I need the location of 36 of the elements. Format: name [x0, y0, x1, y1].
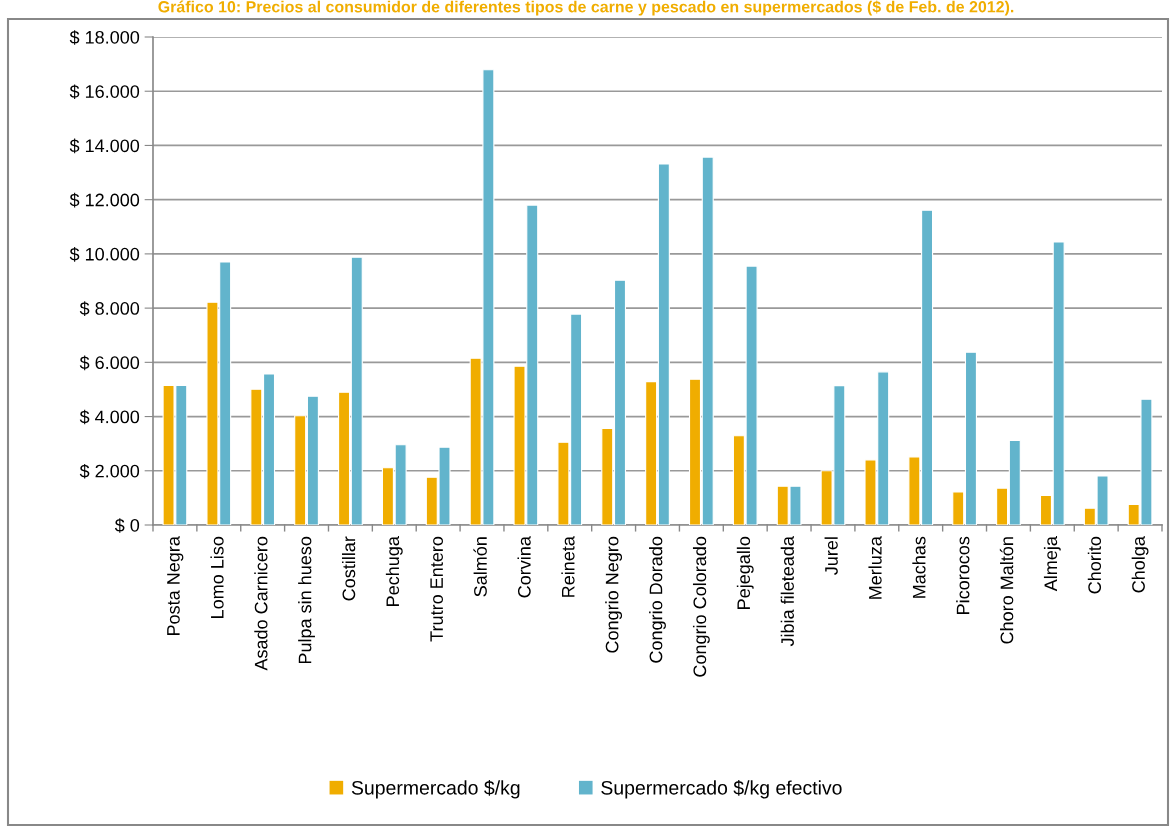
x-tick-label: Posta Negra: [167, 536, 184, 635]
x-tick-label: Cholga: [1131, 536, 1149, 593]
x-tick-label: Jibia fileteada: [780, 536, 794, 647]
x-tick-label: Reineta: [561, 536, 575, 597]
x-tick-label: Trutro Entero: [430, 536, 443, 642]
x-tick-label: Asado Carnicero: [254, 536, 268, 671]
x-tick-label: Pulpa sin hueso: [298, 536, 315, 664]
y-tick-label: $ 18.000: [69, 30, 140, 45]
legend-label: Supermercado $/kg: [351, 780, 520, 799]
x-tick-label: Machas: [912, 536, 926, 598]
y-tick-label: $ 2.000: [79, 463, 140, 479]
x-tick-label: Chorito: [1087, 536, 1102, 594]
y-tick-label: $ 10.000: [69, 247, 140, 262]
x-tick-label: Choro Maltón: [999, 537, 1014, 644]
x-tick-label: Costillar: [342, 536, 356, 601]
x-tick-label: Pechuga: [385, 536, 403, 606]
x-tick-label: Lomo Liso: [210, 536, 224, 618]
y-tick-label: $ 16.000: [69, 84, 140, 100]
y-tick-label: $ 0: [114, 518, 140, 533]
x-tick-label: Pejegallo: [736, 536, 754, 609]
x-tick-label: Congrio Dorado: [649, 536, 666, 663]
y-tick-label: $ 14.000: [69, 138, 140, 154]
x-tick-label: Salmón: [473, 537, 487, 597]
y-tick-label: $ 12.000: [69, 192, 140, 208]
x-tick-label: Merluza: [868, 536, 882, 599]
y-tick-label: $ 8.000: [79, 301, 140, 316]
x-tick-label: Congrio Colorado: [692, 536, 710, 677]
legend-label: Supermercado $/kg efectivo: [601, 780, 842, 799]
x-tick-label: Picorocos: [956, 536, 970, 614]
x-tick-label: Almeja: [1043, 536, 1061, 592]
chart-title: Gráfico 10: Precios al consumidor de diferentes tipos de carne y pescado en supermercados ($ de Feb. de 2012).: [158, 0, 1014, 16]
x-tick-label: Corvina: [517, 536, 531, 598]
y-tick-label: $ 4.000: [79, 409, 140, 425]
x-tick-label: Jurel: [824, 537, 838, 575]
y-tick-label: $ 6.000: [79, 355, 140, 371]
x-tick-label: Congrio Negro: [605, 536, 623, 653]
